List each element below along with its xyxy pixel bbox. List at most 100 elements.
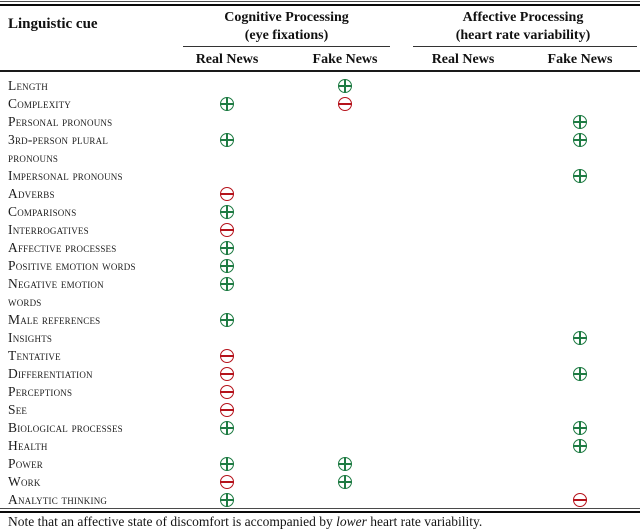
group-title-cognitive: Cognitive Processing [224, 10, 349, 25]
row-label-line: Differentiation [8, 366, 93, 381]
cell-cognitive-fake-news [270, 329, 420, 347]
plus-circle-icon [220, 277, 234, 291]
plus-circle-icon [338, 457, 352, 471]
cell-affective-real-news [420, 203, 506, 221]
header-rule [0, 70, 640, 72]
row-label-line: Biological processes [8, 420, 123, 435]
cell-affective-fake-news [513, 221, 640, 239]
cell-affective-fake-news [513, 77, 640, 95]
table-row: Adverbs [0, 185, 640, 203]
cell-cognitive-real-news [184, 275, 270, 293]
note-text-prefix: Note that an affective state of discomfo… [8, 514, 337, 529]
table-row: Comparisons [0, 203, 640, 221]
cell-affective-fake-news [513, 275, 640, 293]
row-label-line: 3rd-person plural [8, 132, 109, 147]
cell-affective-real-news [420, 131, 506, 149]
plus-circle-icon [220, 133, 234, 147]
table-row: Affective processes [0, 239, 640, 257]
cell-cognitive-real-news [184, 329, 270, 347]
plus-circle-icon [573, 169, 587, 183]
minus-circle-icon [220, 349, 234, 363]
cell-affective-fake-news [513, 473, 640, 491]
table-row: Power [0, 455, 640, 473]
cell-cognitive-real-news [184, 113, 270, 131]
cell-affective-real-news [420, 311, 506, 329]
cell-cognitive-fake-news [270, 257, 420, 275]
table-row: Tentative [0, 347, 640, 365]
note-text-suffix: heart rate variability. [366, 514, 483, 529]
cell-cognitive-fake-news [270, 383, 420, 401]
table-row: Interrogatives [0, 221, 640, 239]
cell-cognitive-fake-news [270, 203, 420, 221]
row-label: 3rd-person plural pronouns [0, 131, 184, 167]
plus-circle-icon [573, 367, 587, 381]
table-row: Analytic thinking [0, 491, 640, 509]
cell-cognitive-fake-news [270, 365, 420, 383]
row-label-line: See [8, 402, 28, 417]
cell-cognitive-real-news [184, 185, 270, 203]
table-row: Insights [0, 329, 640, 347]
table-body: Length Complexity Personal pronouns 3rd-per… [0, 77, 640, 509]
subheader-row: Real News Fake News Real News Fake News [0, 51, 640, 69]
cell-affective-fake-news [513, 365, 640, 383]
table-row: Positive emotion words [0, 257, 640, 275]
group-subtitle-cognitive: (eye fixations) [244, 28, 329, 43]
table-row: Work [0, 473, 640, 491]
plus-circle-icon [220, 421, 234, 435]
cell-cognitive-fake-news [270, 167, 420, 185]
row-label: Work [0, 473, 184, 491]
row-label-line: Perceptions [8, 384, 73, 399]
row-label-line: Negative emotion [8, 276, 104, 291]
cell-affective-fake-news [513, 311, 640, 329]
plus-circle-icon [220, 493, 234, 507]
row-label-line: Affective processes [8, 240, 117, 255]
row-label: Power [0, 455, 184, 473]
cell-affective-real-news [420, 329, 506, 347]
group-title-affective: Affective Processing [462, 10, 584, 25]
cell-cognitive-fake-news [270, 113, 420, 131]
row-label: Length [0, 77, 184, 95]
cell-cognitive-real-news [184, 419, 270, 437]
table-row: Impersonal pronouns [0, 167, 640, 185]
note-text-italic: lower [336, 514, 367, 529]
cell-cognitive-fake-news [270, 473, 420, 491]
cell-affective-fake-news [513, 131, 640, 149]
row-label: Health [0, 437, 184, 455]
plus-circle-icon [573, 421, 587, 435]
plus-circle-icon [573, 331, 587, 345]
cell-cognitive-real-news [184, 239, 270, 257]
cell-cognitive-fake-news [270, 491, 420, 509]
cognitive-span-rule [183, 46, 390, 47]
row-label: Positive emotion words [0, 257, 184, 275]
minus-circle-icon [220, 187, 234, 201]
cell-affective-fake-news [513, 401, 640, 419]
cell-cognitive-real-news [184, 437, 270, 455]
cell-cognitive-real-news [184, 383, 270, 401]
cell-cognitive-real-news [184, 365, 270, 383]
row-label-line: Adverbs [8, 186, 55, 201]
cell-cognitive-fake-news [270, 185, 420, 203]
cell-affective-real-news [420, 77, 506, 95]
cell-affective-fake-news [513, 185, 640, 203]
cell-affective-real-news [420, 473, 506, 491]
row-label-line: Impersonal pronouns [8, 168, 123, 183]
affective-span-rule [413, 46, 637, 47]
row-label-line: Comparisons [8, 204, 77, 219]
cell-cognitive-real-news [184, 203, 270, 221]
row-label-line: words [8, 294, 42, 309]
table-row: Biological processes [0, 419, 640, 437]
plus-circle-icon [220, 313, 234, 327]
cue-column-header: Linguistic cue [8, 16, 98, 32]
cell-affective-real-news [420, 275, 506, 293]
row-label: Perceptions [0, 383, 184, 401]
plus-circle-icon [220, 241, 234, 255]
cell-cognitive-real-news [184, 311, 270, 329]
cell-affective-real-news [420, 185, 506, 203]
top-rule-thin [0, 1, 640, 2]
row-label-line: Work [8, 474, 41, 489]
minus-circle-icon [220, 367, 234, 381]
cell-cognitive-real-news [184, 77, 270, 95]
plus-circle-icon [573, 439, 587, 453]
cell-affective-fake-news [513, 257, 640, 275]
cell-cognitive-fake-news [270, 275, 420, 293]
